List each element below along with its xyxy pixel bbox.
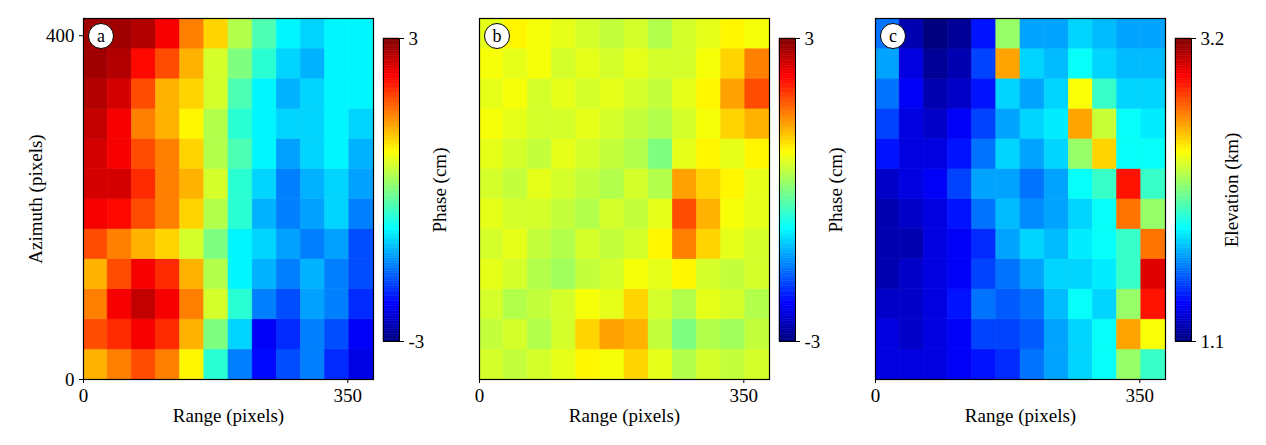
svg-text:3: 3 [805, 28, 815, 49]
svg-text:Range (pixels): Range (pixels) [569, 405, 680, 427]
svg-text:0: 0 [65, 369, 75, 390]
svg-text:350: 350 [1126, 385, 1155, 406]
svg-text:Range (pixels): Range (pixels) [965, 405, 1076, 427]
svg-text:400: 400 [46, 25, 75, 46]
svg-text:350: 350 [730, 385, 759, 406]
svg-text:350: 350 [334, 385, 363, 406]
svg-text:0: 0 [871, 385, 881, 406]
svg-text:Range (pixels): Range (pixels) [173, 405, 284, 427]
svg-text:-3: -3 [409, 331, 425, 352]
svg-text:0: 0 [79, 385, 89, 406]
svg-text:Phase (cm): Phase (cm) [429, 148, 451, 233]
html-text:b: b [492, 26, 502, 46]
svg-text:Elevation (km): Elevation (km) [1221, 133, 1243, 248]
svg-text:Azimuth (pixels): Azimuth (pixels) [25, 134, 47, 263]
svg-text:3: 3 [409, 28, 419, 49]
svg-text:1.1: 1.1 [1201, 331, 1225, 352]
html-text:a: a [97, 26, 105, 46]
svg-text:-3: -3 [805, 331, 821, 352]
svg-text:Phase (cm): Phase (cm) [825, 148, 847, 233]
html-text:c: c [889, 26, 897, 46]
svg-text:0: 0 [475, 385, 485, 406]
svg-text:3.2: 3.2 [1201, 28, 1225, 49]
